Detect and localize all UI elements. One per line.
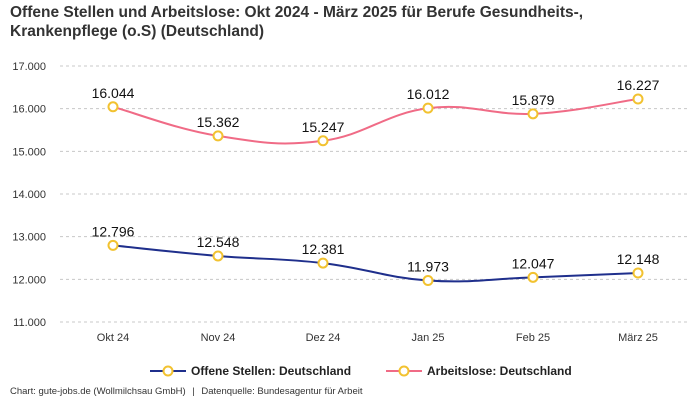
- y-tick-label: 11.000: [13, 317, 46, 329]
- legend-marker: [398, 365, 410, 377]
- legend-item: Arbeitslose: Deutschland: [386, 364, 572, 378]
- data-label: 16.012: [407, 86, 450, 102]
- series-arbeitslose: 16.044 15.362 15.247 16.012 15.879 16.227: [92, 77, 660, 147]
- grid-layer: [60, 65, 690, 323]
- x-tick-label: Jan 25: [411, 332, 444, 344]
- data-point: [632, 267, 644, 279]
- y-tick-label: 16.000: [12, 104, 46, 116]
- footer-chart-source: Chart: gute-jobs.de (Wollmilchsau GmbH): [10, 386, 186, 397]
- data-label: 15.247: [302, 119, 345, 135]
- data-label: 16.227: [617, 77, 660, 93]
- legend-label: Offene Stellen: Deutschland: [191, 364, 351, 378]
- footer-separator: |: [192, 386, 195, 397]
- x-tick-label: Nov 24: [201, 332, 236, 344]
- data-point: [317, 257, 329, 269]
- chart-title-line-2: Krankenpflege (o.S) (Deutschland): [10, 23, 265, 40]
- y-tick-label: 14.000: [12, 189, 46, 201]
- footer-data-source: Datenquelle: Bundesagentur für Arbeit: [201, 386, 363, 397]
- chart-title-line-1: Offene Stellen und Arbeitslose: Okt 2024…: [10, 4, 584, 21]
- y-tick-label: 17.000: [12, 61, 46, 73]
- data-point: [422, 102, 434, 114]
- data-label: 15.362: [197, 114, 240, 130]
- data-point: [422, 274, 434, 286]
- series-offene-stellen: 12.796 12.548 12.381 11.973 12.047 12.148: [92, 223, 660, 286]
- series-line: [112, 97, 639, 145]
- data-label: 15.879: [512, 92, 555, 108]
- x-tick-label: Dez 24: [306, 332, 341, 344]
- y-tick-label: 12.000: [12, 274, 46, 286]
- data-label: 12.796: [92, 223, 135, 239]
- data-label: 16.044: [92, 85, 135, 101]
- series-layer: 12.796 12.548 12.381 11.973 12.047 12.148 16.0…: [92, 77, 660, 286]
- data-point: [212, 130, 224, 142]
- data-label: 12.047: [512, 255, 555, 271]
- x-axis: Okt 24 Nov 24 Dez 24 Jan 25 Feb 25 März 25: [97, 332, 658, 344]
- data-point: [212, 250, 224, 262]
- y-axis: 11.000 12.000 13.000 14.000 15.000 16.000 17.0…: [12, 61, 46, 329]
- data-point: [317, 135, 329, 147]
- x-tick-label: März 25: [618, 332, 658, 344]
- y-tick-label: 13.000: [12, 232, 46, 244]
- series-line: [112, 244, 639, 283]
- data-point: [107, 101, 119, 113]
- data-point: [527, 271, 539, 283]
- legend: Offene Stellen: Deutschland Arbeitslose: …: [150, 364, 572, 378]
- data-point: [632, 93, 644, 105]
- data-label: 12.148: [617, 251, 660, 267]
- y-tick-label: 15.000: [12, 146, 46, 158]
- legend-item: Offene Stellen: Deutschland: [150, 364, 351, 378]
- legend-marker: [162, 365, 174, 377]
- data-label: 12.381: [302, 241, 345, 257]
- x-tick-label: Okt 24: [97, 332, 129, 344]
- data-point: [527, 108, 539, 120]
- legend-label: Arbeitslose: Deutschland: [427, 364, 572, 378]
- chart-footer: Chart: gute-jobs.de (Wollmilchsau GmbH) …: [10, 386, 366, 397]
- data-label: 12.548: [197, 234, 240, 250]
- chart-title: Offene Stellen und Arbeitslose: Okt 2024…: [10, 3, 690, 41]
- data-point: [107, 239, 119, 251]
- data-label: 11.973: [407, 258, 449, 274]
- x-tick-label: Feb 25: [516, 332, 550, 344]
